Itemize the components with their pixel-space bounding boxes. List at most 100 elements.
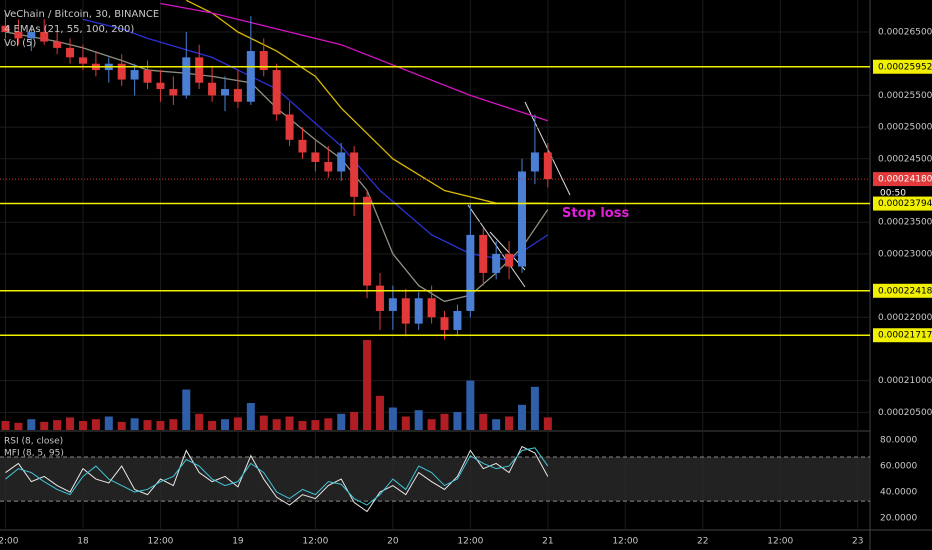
volume-bar	[466, 380, 475, 430]
y-tick-label: 0.00023000	[878, 249, 932, 259]
candle-body	[78, 57, 87, 64]
x-tick-label: 20	[387, 537, 399, 547]
volume-bar	[285, 416, 294, 430]
y-tick-label: 60.0000	[880, 462, 917, 472]
y-tick-label: 0.00023500	[878, 218, 932, 228]
volume-bar	[233, 417, 242, 430]
level-tag	[873, 196, 932, 211]
annotation: Stop loss	[562, 206, 629, 221]
y-tick-label: 0.00022000	[878, 313, 932, 323]
volume-bar	[27, 419, 36, 430]
level-label: 0.00025952	[878, 62, 932, 72]
volume-bar	[414, 410, 423, 430]
indicator-label: 4 EMAs (21, 55, 100, 200)	[4, 24, 134, 35]
candle-body	[1, 25, 10, 33]
candle-body	[208, 82, 217, 96]
candle-body	[311, 152, 320, 162]
volume-bar	[66, 417, 75, 430]
candle-body	[375, 285, 384, 311]
candle-body	[221, 89, 230, 96]
y-tick-label: 20.0000	[880, 514, 917, 524]
volume-bar	[530, 386, 539, 430]
candle-body	[414, 298, 423, 324]
y-tick-label: 0.00024500	[878, 154, 932, 164]
indicator-line	[5, 445, 549, 513]
volume-bar	[53, 420, 62, 430]
candle-body	[66, 47, 75, 58]
price-axis-bg	[870, 0, 932, 550]
band-fill	[0, 456, 870, 502]
candle-body	[350, 152, 359, 197]
x-tick-label: 12:00	[147, 537, 173, 547]
candle-body	[233, 89, 242, 102]
level-tag	[873, 59, 932, 74]
volume-bar	[221, 419, 230, 430]
volume-bar	[169, 419, 178, 430]
y-tick-label: 0.00026500	[878, 28, 932, 38]
candle-body	[479, 234, 488, 273]
candle-body	[246, 51, 255, 102]
volume-bar	[375, 395, 384, 430]
indicator-line	[5, 447, 549, 506]
volume-bar	[492, 419, 501, 430]
x-tick-label: 22	[697, 537, 708, 547]
x-tick-label: 18	[77, 537, 89, 547]
candle-body	[53, 41, 62, 48]
candle-body	[285, 114, 294, 140]
candle-body	[182, 57, 191, 96]
countdown: 00:50	[880, 189, 906, 199]
volume-bar	[324, 418, 333, 430]
volume-bar	[208, 421, 217, 430]
candle-body	[337, 152, 346, 172]
volume-bar	[440, 413, 449, 430]
candle-body	[130, 70, 139, 80]
candle-body	[505, 253, 514, 267]
volume-bar	[104, 416, 113, 430]
x-tick-label: 12:00	[302, 537, 328, 547]
y-tick-label: 0.00021000	[878, 376, 932, 386]
ema-line	[185, 0, 548, 204]
candle-body	[543, 152, 552, 180]
y-tick-label: 0.00025500	[878, 91, 932, 101]
candle-body	[298, 139, 307, 153]
candle-body	[324, 161, 333, 172]
candle-body	[453, 310, 462, 330]
volume-bar	[40, 421, 49, 430]
volume-bar	[156, 421, 165, 430]
volume-bar	[337, 413, 346, 430]
volume-bar	[517, 404, 527, 430]
candle-body	[492, 253, 501, 273]
volume-bar	[130, 418, 139, 430]
volume-bar	[117, 421, 126, 430]
volume-bar	[91, 419, 100, 430]
x-tick-label: 12:00	[457, 537, 483, 547]
last-price-tag	[873, 172, 932, 187]
candle-body	[427, 298, 436, 318]
legend-label: RSI (8, close)	[4, 437, 63, 447]
candle-body	[143, 70, 152, 83]
volume-bar	[182, 389, 191, 430]
volume-bar	[479, 413, 488, 430]
level-label: 0.00023794	[878, 199, 932, 209]
candle-body	[40, 32, 49, 42]
level-tag	[873, 328, 932, 343]
candle-body	[27, 32, 36, 39]
candle-body	[156, 82, 165, 90]
candle-body	[117, 63, 126, 80]
x-tick-label: 23	[852, 537, 863, 547]
volume-bar	[246, 403, 255, 430]
volume-bar	[14, 422, 23, 430]
last-price-label: 0.00024180	[878, 175, 932, 185]
volume-bar	[427, 419, 436, 430]
candle-body	[517, 171, 527, 267]
candle-body	[530, 152, 539, 172]
candle-body	[169, 89, 178, 96]
candle-body	[363, 196, 372, 286]
ema-line	[160, 2, 549, 122]
volume-bar	[363, 340, 372, 430]
candle-body	[401, 298, 410, 324]
volume-bar	[401, 416, 410, 430]
x-tick-label: 12:00	[0, 537, 19, 547]
